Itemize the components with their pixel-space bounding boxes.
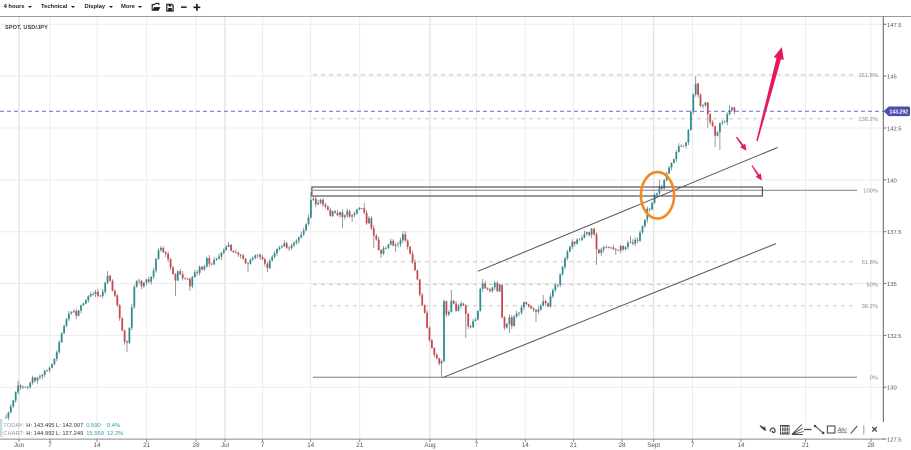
svg-text:Abc: Abc bbox=[837, 428, 848, 434]
svg-text:100%: 100% bbox=[863, 189, 878, 195]
svg-text:7: 7 bbox=[691, 442, 695, 449]
svg-text:28: 28 bbox=[192, 442, 200, 449]
svg-text:21: 21 bbox=[356, 442, 364, 449]
svg-text:14: 14 bbox=[93, 442, 101, 449]
svg-text:0%: 0% bbox=[870, 376, 878, 382]
svg-text:145: 145 bbox=[887, 75, 897, 81]
svg-text:137.5: 137.5 bbox=[887, 230, 902, 236]
svg-text:21: 21 bbox=[143, 442, 151, 449]
svg-text:7: 7 bbox=[475, 442, 479, 449]
svg-text:14: 14 bbox=[307, 442, 315, 449]
svg-text:135: 135 bbox=[887, 282, 897, 288]
svg-text:Jun: Jun bbox=[14, 442, 25, 449]
svg-text:Jul: Jul bbox=[221, 442, 229, 449]
svg-text:7: 7 bbox=[261, 442, 265, 449]
svg-text:38.2%: 38.2% bbox=[862, 304, 878, 310]
svg-text:161.8%: 161.8% bbox=[858, 73, 878, 79]
svg-text:61.8%: 61.8% bbox=[862, 260, 878, 266]
svg-text:Aug: Aug bbox=[424, 442, 436, 449]
svg-text:132.5: 132.5 bbox=[887, 334, 902, 340]
svg-text:14: 14 bbox=[737, 442, 745, 449]
svg-text:7: 7 bbox=[48, 442, 52, 449]
svg-text:147.5: 147.5 bbox=[887, 23, 902, 29]
svg-text:21: 21 bbox=[802, 442, 810, 449]
svg-text:140: 140 bbox=[887, 178, 897, 184]
svg-text:127.5: 127.5 bbox=[887, 438, 902, 444]
svg-text:21: 21 bbox=[570, 442, 578, 449]
svg-text:142.5: 142.5 bbox=[887, 127, 902, 133]
svg-text:143.292: 143.292 bbox=[889, 110, 908, 116]
svg-text:28: 28 bbox=[618, 442, 626, 449]
svg-text:50%: 50% bbox=[866, 283, 878, 289]
svg-text:130: 130 bbox=[887, 386, 897, 392]
svg-text:28: 28 bbox=[867, 442, 875, 449]
svg-text:138.2%: 138.2% bbox=[858, 117, 878, 123]
svg-text:14: 14 bbox=[522, 442, 530, 449]
svg-text:Sept: Sept bbox=[647, 442, 660, 449]
